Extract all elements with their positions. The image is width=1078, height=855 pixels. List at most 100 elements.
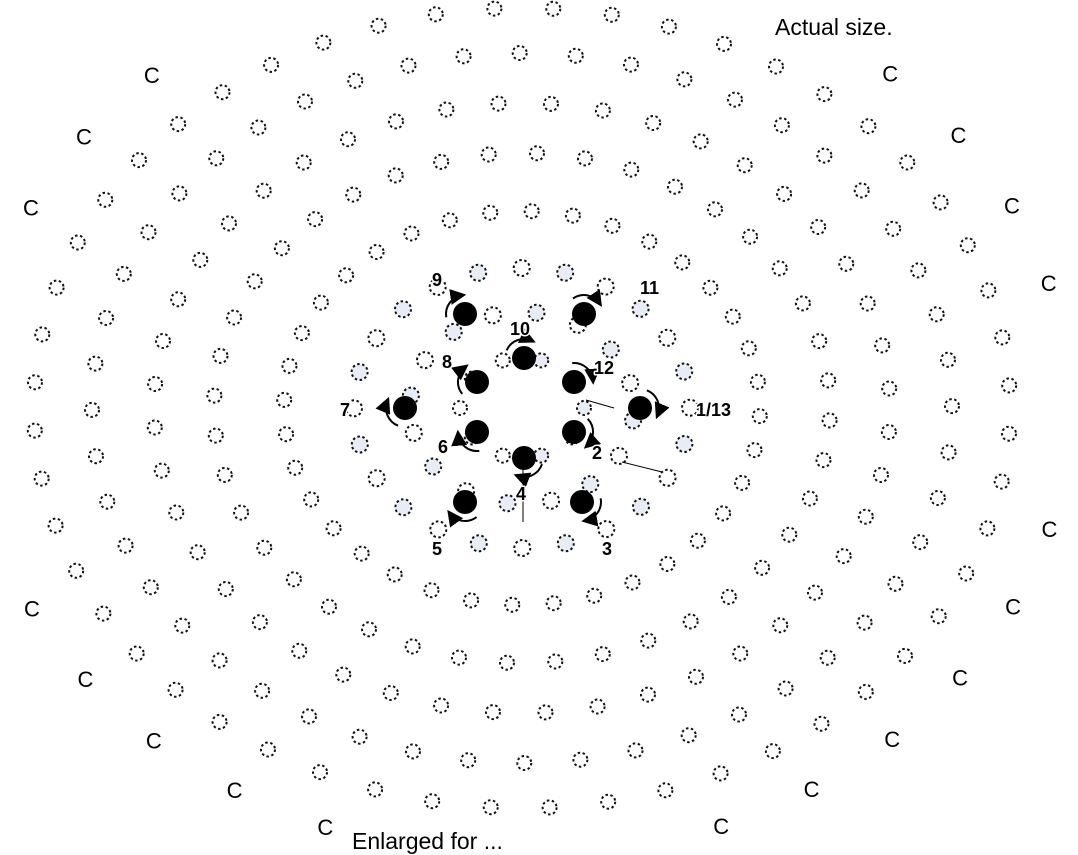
dashed-dot	[702, 279, 719, 296]
dashed-dot	[623, 161, 640, 178]
dashed-dot	[944, 398, 960, 415]
dashed-dot	[681, 398, 699, 417]
enlarged-note: Enlarged for ...	[352, 828, 503, 854]
dashed-dot	[624, 574, 641, 591]
dashed-dot	[604, 217, 621, 234]
dashed-dot	[394, 300, 412, 319]
marker-dot	[512, 446, 536, 470]
dashed-dot	[682, 613, 699, 630]
dashed-dot	[523, 203, 540, 220]
dashed-dot	[285, 571, 302, 588]
rotation-arrow	[447, 509, 478, 528]
dashed-dot	[887, 575, 904, 592]
dashed-dot	[216, 466, 233, 483]
dashed-dot	[444, 322, 463, 341]
dashed-dot	[959, 237, 976, 254]
dashed-dot	[811, 333, 828, 350]
marker-label: 7	[340, 400, 350, 420]
dashed-dot	[33, 470, 50, 487]
dashed-dot	[731, 706, 747, 723]
dashed-dot	[255, 182, 272, 199]
dashed-dot	[460, 752, 477, 769]
dashed-dot	[494, 447, 511, 464]
dashed-dot	[873, 467, 889, 483]
dashed-dot	[208, 150, 225, 167]
dashed-dot	[307, 211, 324, 228]
dashed-dot	[810, 219, 827, 235]
dashed-dot	[455, 48, 472, 65]
outer-ring-glyph: C	[76, 125, 92, 150]
concentric-dot-rings	[26, 0, 1018, 816]
dashed-dot	[512, 259, 531, 277]
dashed-dot	[632, 497, 650, 516]
marker-label: 2	[592, 443, 602, 463]
actual-size-note: Actual size.	[775, 14, 893, 40]
dashed-dot	[441, 212, 458, 229]
dashed-dot	[603, 6, 620, 23]
dashed-dot	[623, 56, 639, 73]
rotation-arrow	[375, 396, 399, 427]
dashed-dot	[68, 562, 85, 579]
dashed-dot	[99, 493, 116, 510]
dashed-dot	[527, 303, 546, 322]
marker-label: 3	[602, 539, 612, 559]
dashed-dot	[170, 291, 187, 308]
dashed-dot	[994, 329, 1011, 346]
dashed-dot	[816, 86, 833, 103]
dashed-dot	[912, 534, 929, 551]
dashed-dot	[428, 277, 447, 296]
dashed-dot	[776, 185, 793, 202]
dashed-dot	[301, 708, 317, 725]
marker-dot	[628, 396, 652, 420]
dashed-dot	[556, 263, 575, 282]
dashed-dot	[597, 520, 616, 539]
dashed-dot	[835, 548, 852, 565]
marker-label: 11	[640, 278, 659, 298]
dashed-dot	[494, 352, 511, 369]
dashed-dot	[857, 508, 874, 525]
dashed-dot	[707, 201, 723, 218]
dashed-dot	[368, 244, 385, 260]
rotation-arrow	[572, 289, 603, 307]
dashed-dot	[856, 614, 873, 631]
dashed-dot	[482, 204, 499, 221]
dashed-dot	[97, 191, 114, 208]
dashed-dot	[403, 225, 420, 242]
dashed-dot	[564, 207, 581, 224]
dashed-dot	[627, 742, 644, 759]
outer-ring-glyphs: C C C C C C C C C C C C C C C C C C	[23, 62, 1058, 840]
dashed-dot	[485, 704, 501, 721]
dashed-dot	[211, 652, 228, 669]
dashed-dot	[405, 743, 421, 760]
dashed-dot	[980, 282, 997, 299]
dashed-dot	[27, 374, 43, 391]
dashed-dot	[367, 329, 386, 348]
dashed-dot	[596, 277, 615, 296]
dashed-dot	[930, 608, 947, 625]
dashed-dot	[167, 681, 184, 698]
dashed-dot	[483, 306, 502, 325]
dashed-dot	[773, 117, 790, 134]
dashed-dot	[928, 306, 945, 323]
outer-ring-glyph: C	[1005, 595, 1021, 620]
dashed-dot	[979, 520, 996, 537]
dashed-dot	[171, 185, 188, 202]
dashed-dot	[897, 647, 913, 664]
dashed-dot	[192, 251, 209, 268]
dashed-dot	[667, 178, 683, 195]
dashed-dot	[504, 596, 521, 613]
dashed-dot	[433, 153, 450, 170]
dashed-dot	[480, 146, 497, 163]
dashed-dot	[387, 167, 404, 184]
dashed-dot	[350, 435, 369, 454]
dashed-dot	[212, 347, 229, 364]
dashed-dot	[233, 504, 250, 521]
dashed-dot	[640, 686, 656, 703]
dashed-dot	[490, 95, 507, 112]
dashed-dot	[206, 387, 223, 404]
dashed-dot	[645, 115, 662, 131]
dashed-dot	[589, 698, 606, 715]
dashed-dot	[287, 459, 304, 476]
dashed-dot	[567, 47, 584, 64]
marker-label: 6	[438, 437, 448, 457]
